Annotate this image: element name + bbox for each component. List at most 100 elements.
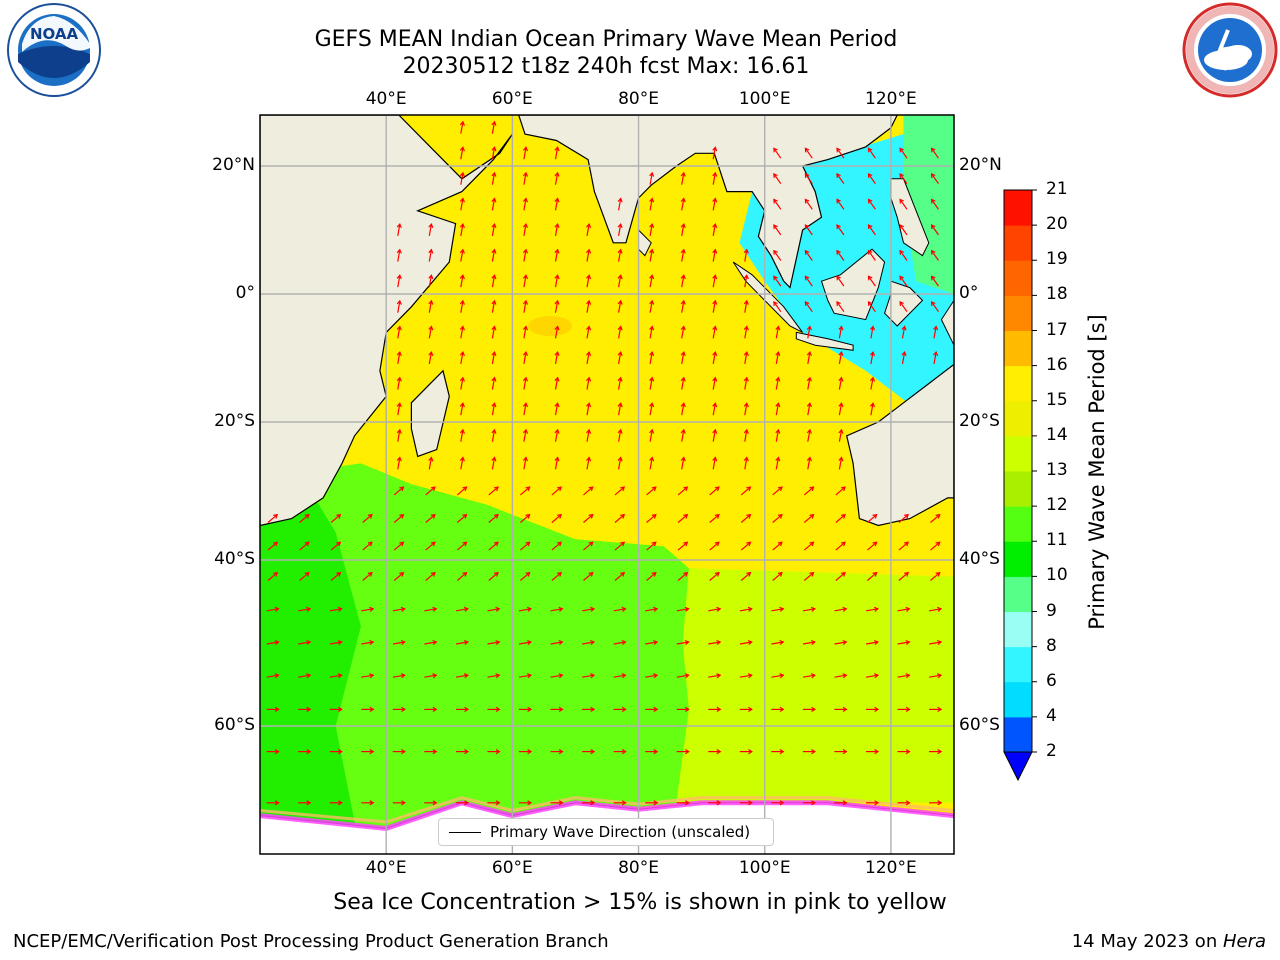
wave-direction-arrow — [649, 326, 653, 339]
wave-direction-arrow — [772, 486, 783, 496]
wave-arrow-head — [936, 673, 943, 679]
wave-direction-arrow — [491, 121, 496, 134]
wave-arrow-head — [680, 402, 686, 408]
wave-direction-arrow — [739, 608, 752, 612]
wave-direction-arrow — [491, 172, 496, 185]
wave-direction-arrow — [649, 275, 653, 288]
wave-direction-arrow — [554, 223, 559, 237]
wave-arrow-head — [430, 541, 436, 547]
wave-arrow-head — [586, 248, 592, 254]
wave-direction-arrow — [299, 572, 310, 581]
wave-direction-arrow — [804, 173, 813, 185]
wave-direction-arrow — [803, 572, 814, 581]
wave-arrow-head — [712, 456, 718, 462]
wave-direction-arrow — [740, 572, 751, 581]
wave-direction-arrow — [582, 641, 595, 645]
wave-direction-arrow — [298, 674, 311, 678]
lon-label-bottom: 60°E — [491, 858, 533, 878]
colorbar-tick-label: 17 — [1046, 319, 1068, 340]
wave-arrow-head — [746, 513, 752, 519]
wave-direction-arrow — [551, 541, 562, 551]
wave-direction-arrow — [645, 608, 658, 612]
wave-direction-arrow — [554, 351, 559, 365]
wave-arrow-head — [810, 606, 816, 612]
wave-arrow-head — [464, 800, 470, 806]
wave-direction-arrow — [428, 457, 432, 470]
wave-direction-arrow — [804, 301, 813, 313]
wave-arrow-head — [586, 274, 592, 280]
wave-arrow-head — [649, 248, 655, 254]
wave-direction-arrow — [899, 199, 908, 210]
wave-arrow-head — [869, 402, 876, 408]
wave-arrow-head — [930, 198, 936, 204]
wave-arrow-head — [337, 673, 343, 679]
wave-arrow-head — [684, 606, 690, 612]
lon-label-top: 120°E — [865, 89, 917, 109]
australia-land — [846, 363, 954, 527]
wave-arrow-head — [459, 376, 465, 382]
wave-arrow-head — [554, 274, 560, 280]
wave-arrow-head — [527, 748, 533, 755]
wave-direction-arrow — [870, 377, 874, 390]
wave-arrow-head — [306, 748, 312, 755]
wave-direction-arrow — [773, 275, 782, 287]
lon-label-bottom: 40°E — [365, 858, 407, 878]
wave-arrow-head — [842, 606, 848, 612]
wave-direction-arrow — [677, 541, 688, 551]
wave-arrow-head — [491, 146, 497, 152]
wave-arrow-head — [930, 172, 936, 178]
wave-direction-arrow — [712, 377, 716, 390]
wave-direction-arrow — [397, 300, 401, 313]
wave-direction-arrow — [867, 541, 877, 551]
wave-direction-arrow — [455, 674, 468, 678]
wave-direction-arrow — [460, 275, 464, 288]
wave-direction-arrow — [618, 300, 622, 313]
wave-direction-arrow — [618, 351, 622, 365]
wave-direction-arrow — [649, 249, 653, 262]
wave-arrow-head — [306, 639, 312, 646]
wave-arrow-head — [649, 325, 655, 331]
wave-arrow-head — [588, 513, 594, 519]
wave-arrow-head — [743, 299, 749, 305]
wave-direction-arrow — [554, 326, 559, 339]
wave-arrow-head — [586, 325, 592, 331]
wave-direction-arrow — [709, 541, 720, 551]
wave-arrow-head — [586, 299, 592, 305]
wave-direction-arrow — [488, 486, 499, 496]
wave-arrow-head — [777, 486, 783, 492]
wave-direction-arrow — [775, 326, 779, 339]
wave-direction-arrow — [523, 457, 527, 470]
wave-arrow-head — [396, 350, 402, 357]
wave-arrow-head — [867, 275, 873, 281]
wave-direction-arrow — [740, 514, 751, 523]
wave-arrow-head — [904, 541, 909, 547]
wave-arrow-head — [588, 541, 594, 547]
wave-arrow-head — [586, 428, 592, 434]
wave-direction-arrow — [456, 541, 467, 551]
wave-arrow-head — [306, 673, 312, 679]
wave-direction-arrow — [554, 300, 559, 313]
wave-arrow-head — [491, 350, 497, 357]
colorbar-tick-label: 14 — [1046, 424, 1068, 445]
wave-direction-arrow — [931, 199, 939, 210]
wave-arrow-head — [869, 376, 876, 382]
wave-arrow-head — [838, 325, 844, 331]
wave-direction-arrow — [488, 514, 499, 523]
wave-direction-arrow — [491, 326, 496, 339]
colorbar-segment — [1004, 330, 1032, 367]
wave-direction-arrow — [870, 351, 874, 365]
wave-arrow-head — [804, 224, 810, 230]
wave-direction-arrow — [933, 351, 937, 365]
wave-arrow-head — [935, 513, 941, 519]
wave-arrow-head — [840, 541, 846, 547]
wave-direction-arrow — [931, 173, 939, 185]
wave-arrow-head — [586, 456, 592, 462]
wave-direction-arrow — [618, 429, 622, 442]
wave-direction-arrow — [397, 223, 401, 237]
colorbar-segment — [1004, 365, 1032, 402]
lon-label-top: 80°E — [618, 89, 659, 109]
wave-arrow-head — [336, 571, 342, 577]
colorbar-tick-label: 6 — [1046, 670, 1057, 691]
wave-direction-arrow — [901, 326, 906, 339]
wave-arrow-head — [399, 513, 405, 519]
